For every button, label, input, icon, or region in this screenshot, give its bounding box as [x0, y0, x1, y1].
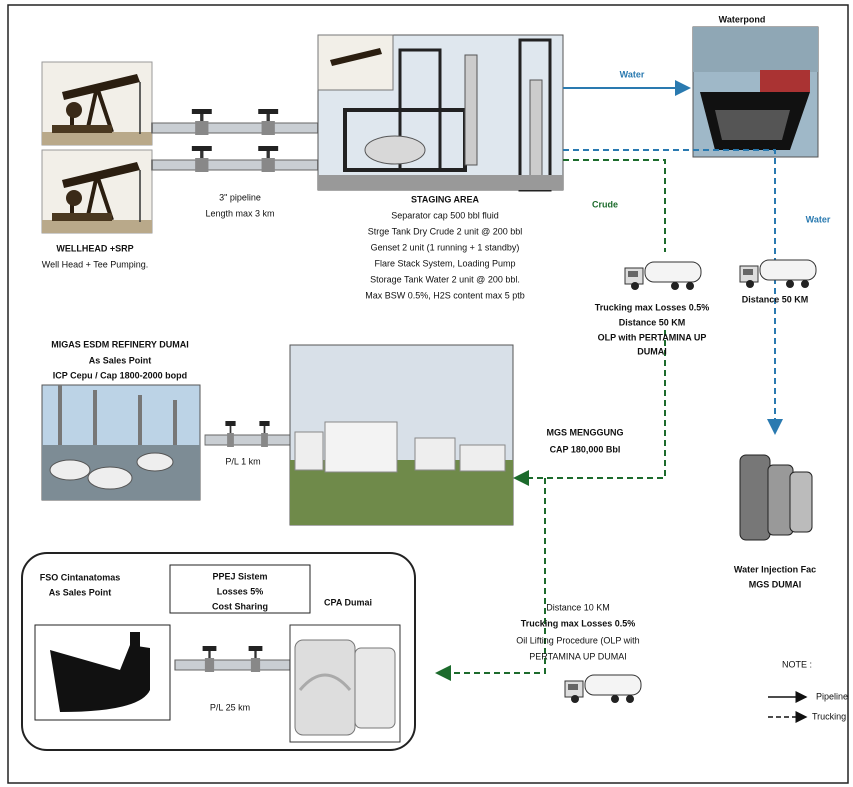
truck: [625, 262, 701, 290]
wellhead-image: [42, 150, 152, 233]
crude-trucking-label: OLP with PERTAMINA UP: [598, 332, 707, 342]
pipeline: [152, 146, 318, 172]
wellhead-image: [42, 62, 152, 145]
ship-image: [35, 625, 170, 720]
water-label: Water: [620, 69, 645, 79]
pipeline-label: Length max 3 km: [205, 208, 274, 218]
staging-detail: Strge Tank Dry Crude 2 unit @ 200 bbl: [368, 226, 523, 236]
staging-detail: Storage Tank Water 2 unit @ 200 bbl.: [370, 274, 520, 284]
staging-detail: Genset 2 unit (1 running + 1 standby): [371, 242, 520, 252]
refinery-label: MIGAS ESDM REFINERY DUMAI: [51, 339, 189, 349]
water-trucking-label: Distance 50 KM: [742, 294, 809, 304]
mgs-menggung-image: [290, 345, 513, 525]
pipeline-label: P/L 25 km: [210, 702, 250, 712]
staging-detail: Flare Stack System, Loading Pump: [374, 258, 515, 268]
pipeline-label: P/L 1 km: [225, 456, 260, 466]
mgs-label: MGS MENGGUNG: [546, 427, 623, 437]
refinery-image: [42, 385, 200, 500]
fso-label: As Sales Point: [49, 587, 112, 597]
fso-trucking-label: Trucking max Losses 0.5%: [521, 618, 636, 628]
legend-label: Pipeline: [816, 691, 848, 701]
water-trucking-route: [563, 150, 775, 433]
waterpond-label: Waterpond: [719, 14, 766, 24]
truck: [565, 675, 641, 703]
refinery-label: ICP Cepu / Cap 1800-2000 bopd: [53, 370, 187, 380]
pipeline: [152, 109, 318, 135]
crude-trucking-label: Trucking max Losses 0.5%: [595, 302, 710, 312]
legend-label: Trucking: [812, 711, 846, 721]
page: { "wellhead": {"title": "WELLHEAD +SRP",…: [0, 0, 853, 787]
water-injection-label: Water Injection Fac: [734, 564, 816, 574]
mgs-label: CAP 180,000 Bbl: [550, 444, 621, 454]
ppej-label: PPEJ Sistem: [212, 571, 267, 581]
pipeline-label: 3" pipeline: [219, 192, 261, 202]
crude-label: Crude: [592, 199, 618, 209]
pipeline: [175, 646, 290, 672]
cpa-image: [290, 625, 400, 742]
water-injection-label: MGS DUMAI: [749, 579, 802, 589]
refinery-label: As Sales Point: [89, 355, 152, 365]
wellhead-subtitle: Well Head + Tee Pumping.: [42, 259, 148, 269]
ppej-label: Cost Sharing: [212, 601, 268, 611]
fso-label: FSO Cintanatomas: [40, 572, 121, 582]
staging-title: STAGING AREA: [411, 194, 480, 204]
waterpond-image: [693, 27, 818, 157]
legend-title: NOTE :: [782, 659, 812, 669]
crude-trucking-label: Distance 50 KM: [619, 317, 686, 327]
fso-trucking-label: PERTAMINA UP DUMAI: [529, 651, 627, 661]
staging-detail: Max BSW 0.5%, H2S content max 5 ptb: [365, 290, 525, 300]
fso-trucking-label: Distance 10 KM: [546, 602, 610, 612]
pipeline: [205, 421, 290, 447]
water-injection-image: [740, 455, 812, 540]
crude-trucking-label: DUMAI: [637, 346, 667, 356]
fso-trucking-label: Oil Lifting Procedure (OLP with: [516, 635, 639, 645]
diagram: WELLHEAD +SRP Well Head + Tee Pumping. 3…: [0, 0, 853, 787]
staging-image: [318, 35, 563, 190]
truck: [740, 260, 816, 288]
wellhead-title: WELLHEAD +SRP: [56, 243, 133, 253]
water-label: Water: [806, 214, 831, 224]
staging-detail: Separator cap 500 bbl fluid: [391, 210, 499, 220]
ppej-label: Losses 5%: [217, 586, 264, 596]
cpa-label: CPA Dumai: [324, 597, 372, 607]
